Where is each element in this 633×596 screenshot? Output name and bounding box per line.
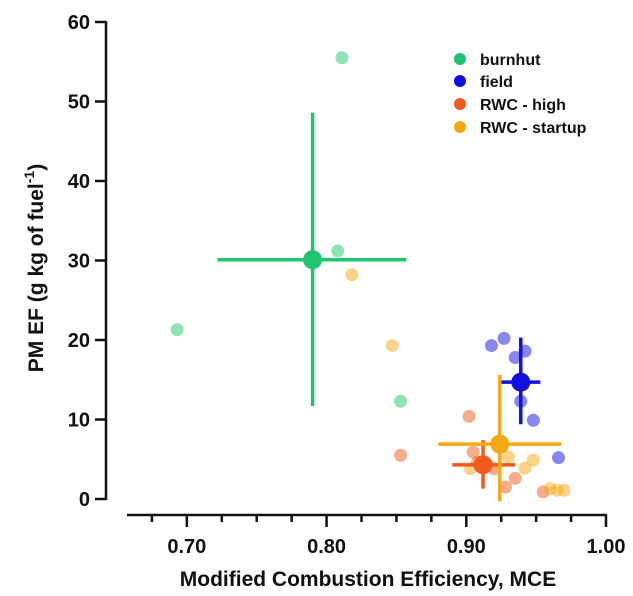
mean-field bbox=[501, 337, 541, 425]
x-tick-label: 1.00 bbox=[587, 536, 626, 558]
legend-item-field: field bbox=[454, 74, 513, 91]
legend-label-burnhut: burnhut bbox=[480, 52, 541, 69]
x-tick-label: 0.70 bbox=[167, 536, 206, 558]
point-rwc-high bbox=[394, 448, 408, 462]
mean-rwc-startup bbox=[438, 374, 562, 502]
x-tick-label: 0.80 bbox=[307, 536, 346, 558]
y-tick-label: 0 bbox=[79, 489, 90, 511]
point-field bbox=[484, 339, 498, 353]
legend-item-burnhut: burnhut bbox=[454, 52, 541, 69]
point-rwc-startup bbox=[345, 268, 359, 282]
legend-swatch-burnhut bbox=[454, 53, 466, 65]
point-field bbox=[551, 451, 565, 465]
y-tick-label: 40 bbox=[68, 171, 90, 193]
y-axis-title-close: ) bbox=[25, 164, 48, 171]
legend-label-rwc-startup: RWC - startup bbox=[480, 120, 587, 137]
legend-item-rwc-high: RWC - high bbox=[454, 97, 566, 114]
point-rwc-high bbox=[462, 409, 476, 423]
point-burnhut bbox=[170, 323, 184, 337]
y-axis-title-superscript: -1 bbox=[21, 171, 37, 184]
legend-item-rwc-startup: RWC - startup bbox=[454, 120, 587, 137]
legend-swatch-rwc-high bbox=[454, 98, 466, 110]
y-tick-label: 30 bbox=[68, 251, 90, 273]
point-burnhut bbox=[394, 394, 408, 408]
mean-markers bbox=[217, 112, 562, 502]
y-axis-title-main: PM EF (g kg of fuel bbox=[25, 183, 48, 372]
point-rwc-high bbox=[466, 445, 480, 459]
mean-point-rwc-high bbox=[473, 455, 493, 475]
point-rwc-startup bbox=[526, 453, 540, 467]
legend-swatch-field bbox=[454, 75, 466, 87]
mean-burnhut bbox=[217, 112, 407, 406]
legend: burnhut field RWC - high RWC - startup bbox=[454, 52, 587, 137]
ticks: 0 10 20 30 40 50 60 0.70 0.80 0.90 1.00 bbox=[68, 12, 626, 558]
mean-rwc-high bbox=[452, 440, 516, 489]
mean-point-rwc-startup bbox=[490, 434, 510, 454]
point-rwc-high bbox=[508, 471, 522, 485]
point-burnhut bbox=[331, 244, 345, 258]
point-rwc-startup bbox=[557, 483, 571, 497]
point-field bbox=[526, 413, 540, 427]
point-rwc-high bbox=[498, 480, 512, 494]
legend-label-rwc-high: RWC - high bbox=[480, 97, 566, 114]
legend-label-field: field bbox=[480, 74, 513, 91]
point-rwc-startup bbox=[385, 339, 399, 353]
mean-point-field bbox=[511, 372, 531, 392]
y-tick-label: 10 bbox=[68, 410, 90, 432]
legend-swatch-rwc-startup bbox=[454, 121, 466, 133]
point-field bbox=[508, 350, 522, 364]
axes bbox=[104, 21, 607, 517]
y-tick-label: 20 bbox=[68, 330, 90, 352]
y-axis-title: PM EF (g kg of fuel-1) bbox=[21, 164, 48, 372]
mean-point-burnhut bbox=[303, 250, 323, 270]
point-burnhut bbox=[335, 51, 349, 65]
scatter-points bbox=[170, 51, 571, 499]
point-rwc-startup bbox=[501, 450, 515, 464]
y-tick-label: 60 bbox=[68, 12, 90, 34]
x-axis-title: Modified Combustion Efficiency, MCE bbox=[180, 568, 556, 591]
y-tick-label: 50 bbox=[68, 92, 90, 114]
point-rwc-startup bbox=[518, 461, 532, 475]
point-field bbox=[497, 331, 511, 345]
x-tick-label: 0.90 bbox=[447, 536, 486, 558]
